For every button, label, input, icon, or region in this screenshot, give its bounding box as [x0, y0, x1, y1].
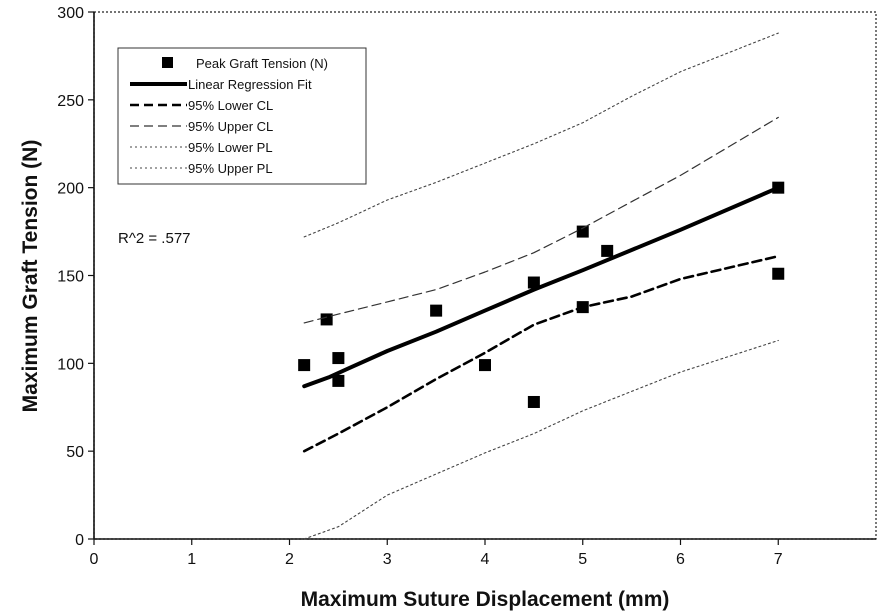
- data-point: [479, 359, 491, 372]
- x-axis-title: Maximum Suture Displacement (mm): [301, 588, 670, 611]
- series-line-5: [303, 32, 779, 238]
- y-tick-label: 0: [75, 532, 84, 549]
- series-line-4: [303, 339, 779, 540]
- x-tick-label: 1: [187, 551, 196, 568]
- legend-label: 95% Upper PL: [188, 161, 273, 176]
- series-line-1: [302, 185, 781, 389]
- y-tick-label: 250: [57, 93, 84, 110]
- legend: Peak Graft Tension (N) Linear Regression …: [117, 47, 367, 185]
- data-point: [298, 359, 311, 372]
- legend-marker-square: [162, 57, 173, 68]
- y-tick-label: 150: [57, 269, 84, 286]
- legend-label: Linear Regression Fit: [188, 77, 312, 92]
- legend-label: 95% Lower CL: [188, 98, 273, 113]
- x-tick-label: 4: [481, 551, 490, 568]
- data-point: [320, 313, 333, 326]
- y-tick-label: 100: [57, 356, 84, 373]
- x-tick-label: 0: [90, 551, 99, 568]
- data-point: [527, 395, 540, 408]
- x-tick-label: 2: [285, 551, 294, 568]
- x-tick-label: 6: [676, 551, 685, 568]
- series-line-2: [302, 254, 780, 453]
- y-tick-label: 300: [57, 5, 84, 22]
- legend-label: 95% Lower PL: [188, 140, 273, 155]
- data-point: [527, 276, 540, 289]
- data-point: [601, 244, 614, 257]
- legend-box: [117, 47, 367, 185]
- r-squared-annotation: R^2 = .577: [118, 230, 191, 247]
- data-point: [332, 374, 345, 387]
- data-point: [430, 304, 443, 317]
- data-point: [332, 352, 345, 365]
- legend-label: Peak Graft Tension (N): [196, 56, 328, 71]
- legend-label: 95% Upper CL: [188, 119, 273, 134]
- series-line-3: [303, 116, 779, 324]
- x-tick-label: 7: [774, 551, 783, 568]
- data-point: [576, 225, 589, 238]
- data-point: [772, 267, 785, 280]
- x-tick-label: 5: [578, 551, 587, 568]
- y-tick-label: 200: [57, 181, 84, 198]
- y-tick-label: 50: [66, 444, 84, 461]
- legend-entries: Peak Graft Tension (N) Linear Regression …: [130, 56, 328, 176]
- x-tick-label: 3: [383, 551, 392, 568]
- y-axis-title: Maximum Graft Tension (N): [19, 140, 42, 413]
- axis-ticks: 0 1 2 3 4 5 6 7 0 50 100 150 200 250 300: [57, 5, 783, 568]
- series-group: [298, 32, 785, 540]
